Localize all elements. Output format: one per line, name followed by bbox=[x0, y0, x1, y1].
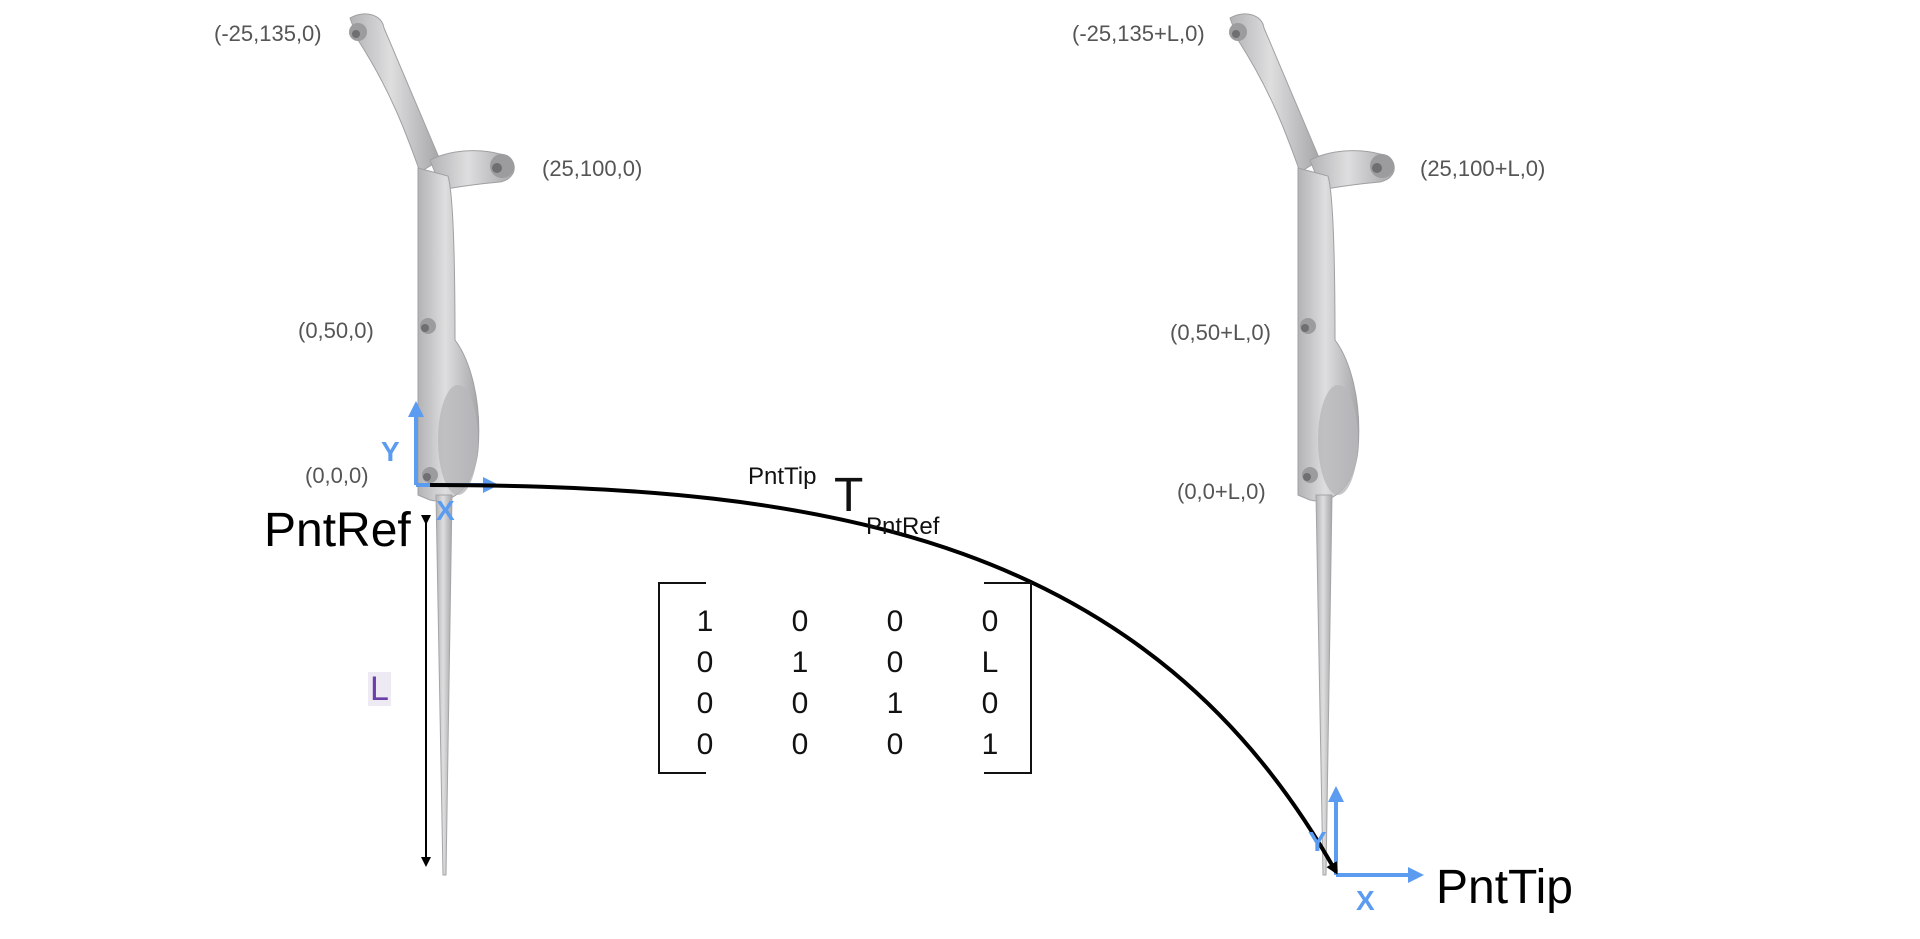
right-probe bbox=[1229, 13, 1395, 876]
matrix-cell: 1 bbox=[981, 728, 999, 761]
right-marker-label-2: (25,100+L,0) bbox=[1420, 156, 1546, 181]
matrix-cell: 0 bbox=[791, 728, 809, 761]
length-label: L bbox=[368, 670, 391, 708]
matrix-brackets bbox=[658, 582, 1032, 774]
matrix-cell: 0 bbox=[791, 605, 809, 638]
matrix-cell: 0 bbox=[886, 605, 904, 638]
matrix-cell: 0 bbox=[696, 646, 714, 679]
pntref-axis-y: Y bbox=[381, 436, 400, 467]
matrix-cell: 0 bbox=[791, 687, 809, 720]
matrix-cell: 0 bbox=[696, 728, 714, 761]
transform-arrow bbox=[429, 483, 1338, 875]
left-marker-label-2: (25,100,0) bbox=[542, 156, 643, 181]
right-marker-label-4: (0,0+L,0) bbox=[1177, 479, 1266, 504]
left-marker-label-1: (-25,135,0) bbox=[214, 21, 322, 46]
pnttip-axis-x: X bbox=[1356, 885, 1375, 916]
pntref-label: PntRef bbox=[264, 504, 411, 557]
right-marker-label-3: (0,50+L,0) bbox=[1170, 320, 1271, 345]
pnttip-axes bbox=[1328, 786, 1424, 883]
matrix-cell: 1 bbox=[791, 646, 809, 679]
matrix-cell: 1 bbox=[696, 605, 714, 638]
matrix-cell: 0 bbox=[696, 687, 714, 720]
pnttip-axis-y: Y bbox=[1308, 826, 1327, 857]
pntref-axis-x: X bbox=[436, 495, 455, 526]
matrix-cell: L bbox=[981, 646, 999, 679]
left-probe bbox=[349, 13, 515, 876]
pnttip-label: PntTip bbox=[1436, 861, 1573, 914]
matrix-cell: 0 bbox=[886, 728, 904, 761]
matrix-cell: 0 bbox=[981, 605, 999, 638]
right-marker-label-1: (-25,135+L,0) bbox=[1072, 21, 1205, 46]
left-marker-label-4: (0,0,0) bbox=[305, 463, 369, 488]
transform-symbol: T bbox=[834, 469, 864, 522]
matrix-cell: 0 bbox=[886, 646, 904, 679]
transform-superscript: PntTip bbox=[748, 463, 817, 490]
matrix-cell: 0 bbox=[981, 687, 999, 720]
transform-subscript: PntRef bbox=[866, 513, 940, 540]
matrix-cell: 1 bbox=[886, 687, 904, 720]
left-marker-label-3: (0,50,0) bbox=[298, 318, 374, 343]
